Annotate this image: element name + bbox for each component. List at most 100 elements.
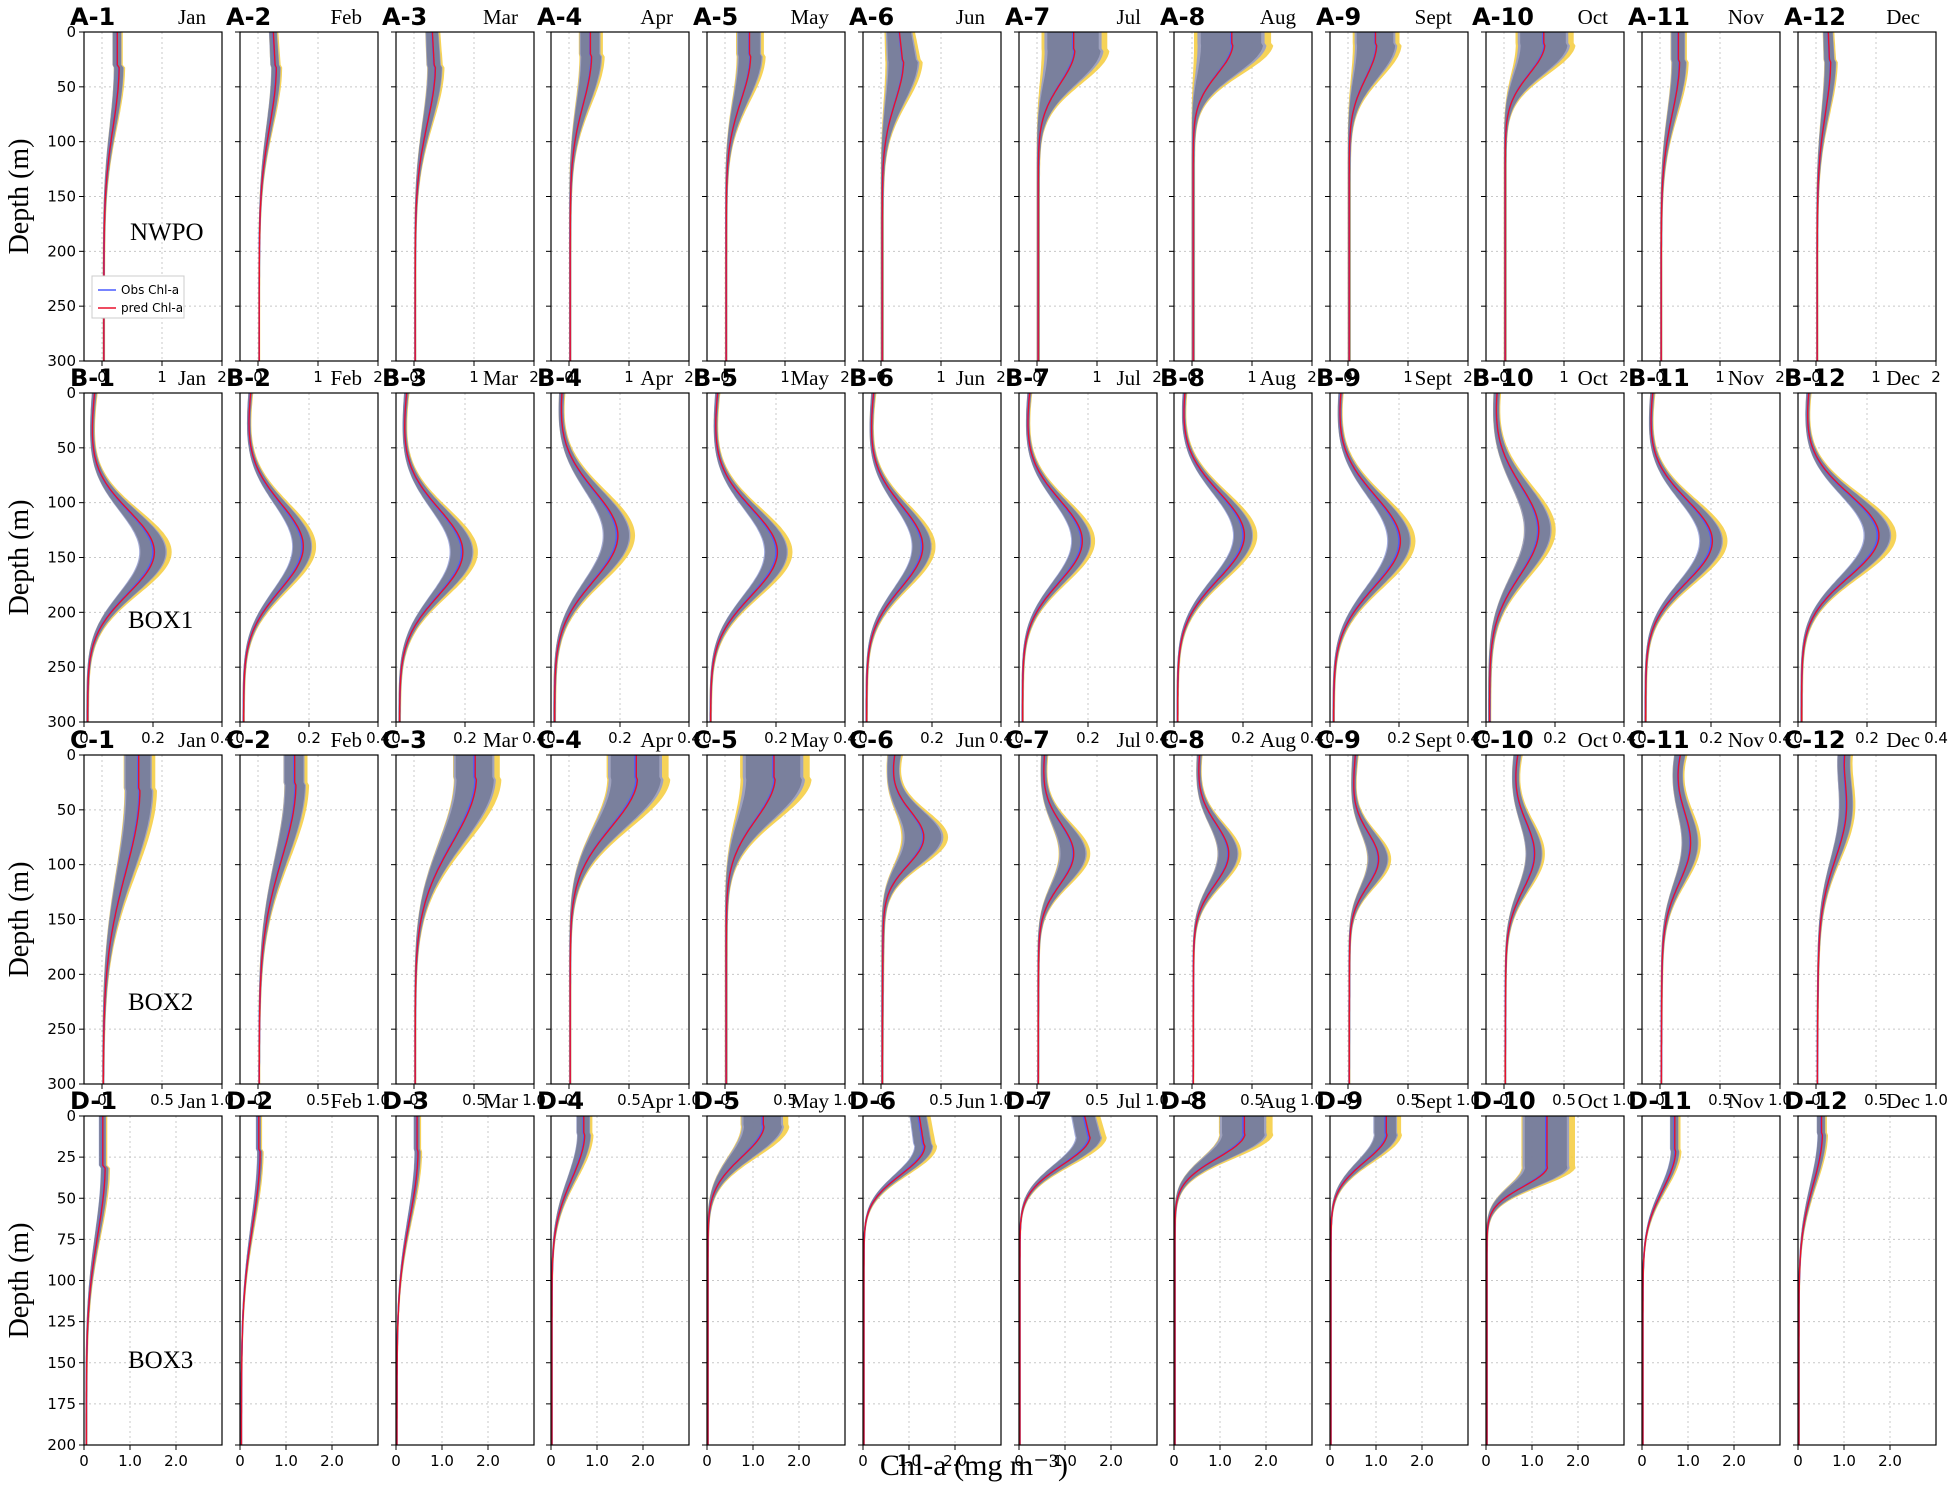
- x-tick-label: 1.0: [1832, 1452, 1856, 1470]
- pred-chla-line: [1644, 392, 1714, 722]
- x-tick-label: 0: [546, 1452, 556, 1470]
- panel-c-1: 0 0.5 1.0 0 50 100 150 200 250 300 C-1 Jan BOX2 Depth…: [4, 726, 234, 1109]
- x-tick-label: 0.4: [833, 729, 857, 747]
- month-label: Dec: [1886, 366, 1920, 390]
- panel-c-3: 0 0.5 1.0 C-3 Mar: [382, 726, 546, 1109]
- y-tick-label: 100: [47, 494, 76, 512]
- x-tick-label: 0.4: [1456, 729, 1480, 747]
- x-tick-label: 1: [157, 368, 167, 386]
- x-tick-label: 0: [1169, 729, 1179, 747]
- panel-id-label: C-3: [382, 726, 427, 754]
- overlap-spread-band: [1816, 755, 1853, 1084]
- overlap-spread-band: [725, 32, 762, 361]
- x-tick-label: 2.0: [1254, 1452, 1278, 1470]
- x-tick-label: 0: [1187, 368, 1197, 386]
- pred-chla-spread-band: [1174, 1116, 1274, 1445]
- panel-id-label: C-12: [1784, 726, 1846, 754]
- pred-chla-line: [569, 32, 593, 361]
- overlap-spread-band: [569, 32, 602, 361]
- month-label: May: [791, 5, 830, 29]
- x-tick-label: 0.4: [1145, 729, 1169, 747]
- panel-id-label: A-8: [1160, 3, 1205, 31]
- y-tick-label: 300: [47, 713, 76, 731]
- panel-c-11: 0 0.5 1.0 C-11 Nov: [1628, 726, 1792, 1109]
- month-label: May: [791, 728, 830, 752]
- y-tick-label: 100: [47, 856, 76, 874]
- panel-id-label: D-10: [1472, 1087, 1536, 1115]
- month-label: Nov: [1728, 5, 1765, 29]
- panel-id-label: C-9: [1316, 726, 1361, 754]
- x-tick-label: 2: [529, 368, 539, 386]
- month-label: Jul: [1116, 366, 1141, 390]
- month-label: Apr: [640, 5, 673, 29]
- panel-b-5: 0 0.2 0.4 B-5 May: [693, 364, 857, 747]
- x-tick-label: 0.5: [306, 1091, 330, 1109]
- panel-id-label: A-4: [537, 3, 582, 31]
- panel-id-label: D-11: [1628, 1087, 1692, 1115]
- x-tick-label: 0: [79, 1452, 89, 1470]
- x-tick-label: 0.5: [1396, 1091, 1420, 1109]
- panel-a-3: 0 1 2 A-3 Mar: [382, 3, 539, 386]
- overlap-spread-band: [1348, 755, 1388, 1084]
- panel-b-8: 0 0.2 0.4 B-8 Aug: [1160, 364, 1324, 747]
- overlap-spread-band: [414, 32, 442, 361]
- overlap-spread-band: [1798, 1116, 1826, 1445]
- panel-id-label: B-9: [1316, 364, 1361, 392]
- overlap-spread-band: [1192, 755, 1238, 1084]
- pred-chla-line: [1332, 392, 1402, 722]
- pred-chla-line: [1660, 32, 1681, 361]
- panel-id-label: B-3: [382, 364, 427, 392]
- x-tick-label: 0: [1793, 1452, 1803, 1470]
- x-tick-label: 0: [79, 729, 89, 747]
- month-label: Feb: [331, 5, 363, 29]
- pred-chla-line: [1486, 1116, 1549, 1445]
- y-tick-label: 150: [47, 549, 76, 567]
- panel-id-label: D-12: [1784, 1087, 1848, 1115]
- x-tick-label: 1.0: [1053, 1452, 1077, 1470]
- pred-chla-line: [1330, 1116, 1388, 1445]
- pred-chla-line: [1037, 754, 1075, 1084]
- x-tick-label: 1.0: [274, 1452, 298, 1470]
- x-tick-label: 1.0: [897, 1452, 921, 1470]
- panel-id-label: C-5: [693, 726, 738, 754]
- y-tick-label: 75: [57, 1230, 76, 1248]
- x-tick-label: 1: [313, 368, 323, 386]
- panel-id-label: D-6: [849, 1087, 896, 1115]
- pred-chla-line: [240, 1116, 261, 1445]
- month-label: Jun: [956, 5, 986, 29]
- x-tick-label: 0.2: [608, 729, 632, 747]
- x-tick-label: 0.5: [1240, 1091, 1264, 1109]
- month-label: Oct: [1578, 728, 1608, 752]
- overlap-spread-band: [398, 393, 473, 722]
- region-label: BOX1: [128, 607, 193, 634]
- panel-id-label: B-11: [1628, 364, 1690, 392]
- pred-chla-line: [85, 1116, 106, 1445]
- y-tick-label: 250: [47, 658, 76, 676]
- panel-a-5: 0 1 2 A-5 May: [693, 3, 850, 386]
- month-label: Jun: [956, 728, 986, 752]
- pred-chla-line: [725, 755, 776, 1084]
- x-tick-label: 2: [1152, 368, 1162, 386]
- pred-chla-line: [553, 392, 619, 722]
- panel-d-10: 0 1.0 2.0 D-10 Oct: [1472, 1087, 1625, 1470]
- x-tick-label: 1.0: [1456, 1091, 1480, 1109]
- x-tick-label: 0: [1811, 1091, 1821, 1109]
- y-tick-label: 100: [47, 133, 76, 151]
- x-axis-label: Chl-a (mg m⁻³): [880, 1449, 1068, 1482]
- x-tick-label: 2: [373, 368, 383, 386]
- y-axis-label: Depth (m): [4, 1223, 35, 1339]
- panel-c-6: 0 0.5 1.0 C-6 Jun: [849, 726, 1013, 1109]
- x-tick-label: 0: [720, 368, 730, 386]
- month-label: Apr: [640, 366, 673, 390]
- panel-a-4: 0 1 2 A-4 Apr: [537, 3, 694, 386]
- panel-id-label: D-7: [1005, 1087, 1052, 1115]
- month-label: Dec: [1886, 1089, 1920, 1113]
- panel-id-label: A-6: [849, 3, 894, 31]
- panel-id-label: C-10: [1472, 726, 1534, 754]
- region-label: NWPO: [130, 219, 204, 246]
- panel-a-12: 0 1 2 A-12 Dec: [1784, 3, 1941, 386]
- y-tick-label: 0: [66, 1107, 76, 1125]
- x-tick-label: 0: [97, 1091, 107, 1109]
- panel-a-2: 0 1 2 A-2 Feb: [226, 3, 383, 386]
